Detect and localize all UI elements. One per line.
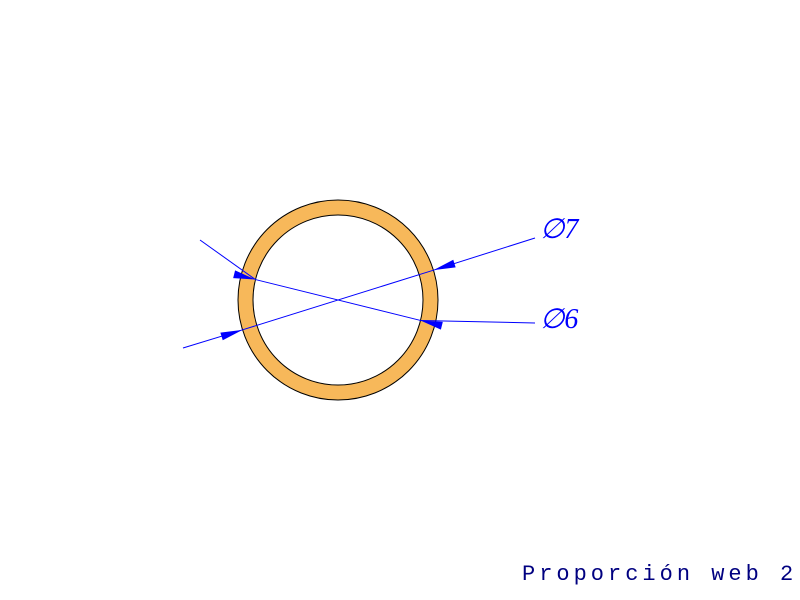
- inner-dim-chord: [255, 280, 420, 321]
- diagram-canvas: ∅7 ∅6 Proporción web 2:1: [0, 0, 800, 600]
- inner-diameter-label: ∅6: [540, 302, 578, 336]
- svg-layer: [0, 0, 800, 600]
- scale-footer-label: Proporción web 2:1: [522, 562, 800, 587]
- outer-diameter-label: ∅7: [540, 212, 578, 246]
